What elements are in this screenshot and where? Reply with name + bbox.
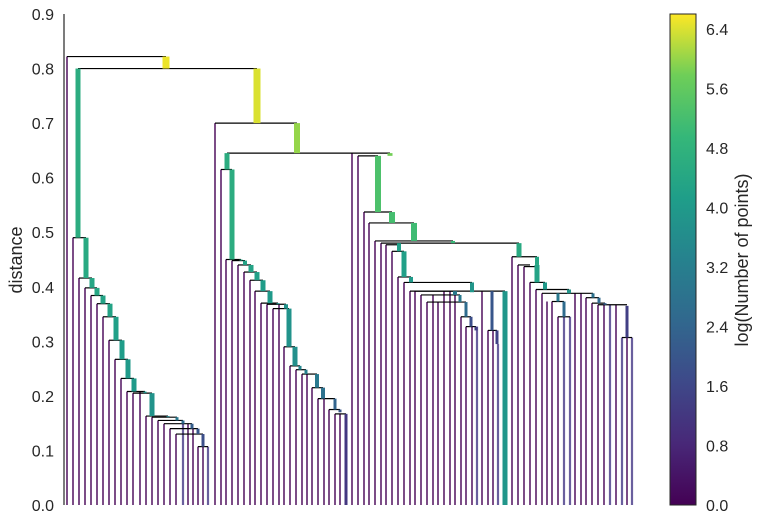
- cluster-branch: [190, 423, 194, 429]
- cluster-branch: [474, 326, 478, 331]
- cluster-branch: [149, 393, 155, 417]
- y-tick-label: 0.4: [32, 280, 54, 297]
- cluster-branch: [107, 303, 113, 317]
- y-tick-label: 0.8: [32, 62, 54, 79]
- colorbar-tick-label: 4.8: [706, 141, 728, 158]
- cluster-branch: [375, 155, 381, 213]
- cluster-branch: [292, 346, 298, 366]
- cluster-branch: [248, 264, 254, 273]
- y-tick-label: 0.5: [32, 225, 54, 242]
- cluster-branch: [131, 378, 137, 392]
- colorbar-ticks: 0.0 0.8 1.6 2.4 3.2 4.0 4.8 5.6 6.4: [706, 22, 728, 515]
- cluster-branch: [470, 282, 474, 293]
- cluster-branch: [284, 304, 288, 309]
- cluster-branch: [276, 303, 280, 305]
- cluster-branch: [389, 212, 395, 223]
- y-tick-label: 0.0: [32, 498, 54, 515]
- cluster-branch: [294, 123, 300, 154]
- colorbar-tick-label: 5.6: [706, 81, 728, 98]
- cluster-branch: [321, 387, 325, 399]
- colorbar-tick-label: 1.6: [706, 379, 728, 396]
- cluster-branch: [224, 153, 230, 170]
- cluster-branch: [387, 153, 393, 156]
- cluster-branch: [411, 222, 417, 241]
- colorbar-tick-label: 0.0: [706, 498, 728, 515]
- cluster-branch: [464, 302, 468, 317]
- cluster-branch: [89, 278, 95, 288]
- cluster-branch: [229, 169, 235, 260]
- cluster-branch: [535, 256, 539, 265]
- cluster-branch: [516, 243, 522, 257]
- cluster-branch: [556, 293, 560, 302]
- cluster-branch: [254, 272, 260, 281]
- cluster-branch: [119, 340, 125, 360]
- y-tick-label: 0.2: [32, 389, 54, 406]
- cluster-branch: [83, 237, 89, 279]
- cluster-branch: [196, 428, 200, 435]
- colorbar-label: log(Number of points): [732, 173, 752, 346]
- colorbar: 0.0 0.8 1.6 2.4 3.2 4.0 4.8 5.6 6.4 log(Number o…: [669, 13, 752, 515]
- cluster-branch: [243, 260, 247, 265]
- tree-branches: [66, 55, 634, 505]
- cluster-branch: [458, 294, 462, 303]
- cluster-branch: [567, 289, 571, 294]
- cluster-branch: [401, 251, 407, 277]
- cluster-branch: [625, 305, 629, 338]
- y-tick-label: 0.6: [32, 171, 54, 188]
- cluster-branch: [298, 365, 302, 370]
- y-tick-label: 0.7: [32, 116, 54, 133]
- cluster-branch: [166, 416, 170, 418]
- cluster-branch: [75, 68, 81, 238]
- cluster-branch: [333, 398, 337, 410]
- y-tick-label: 0.1: [32, 443, 54, 460]
- colorbar-tick-label: 2.4: [706, 319, 728, 336]
- cluster-branch: [94, 287, 100, 296]
- cluster-branch: [409, 276, 413, 283]
- colorbar-tick-label: 6.4: [706, 22, 728, 39]
- cluster-branch: [113, 316, 119, 341]
- cluster-branch: [469, 316, 473, 327]
- cluster-branch: [451, 240, 455, 244]
- cluster-branch: [315, 374, 319, 388]
- cluster-branch: [534, 264, 540, 283]
- cluster-branch: [453, 291, 457, 295]
- cluster-branch: [304, 369, 308, 375]
- cluster-branch: [502, 291, 508, 505]
- cluster-branch: [597, 297, 601, 304]
- cluster-branch: [100, 295, 106, 304]
- cluster-branch: [603, 303, 607, 305]
- cluster-branch: [162, 56, 170, 69]
- cluster-branch: [143, 391, 147, 394]
- cluster-branch: [239, 259, 243, 261]
- cluster-branch: [490, 291, 494, 331]
- colorbar-tick-label: 4.0: [706, 200, 728, 217]
- cluster-branch: [397, 243, 401, 252]
- cluster-branch: [260, 280, 266, 292]
- y-axis-label: distance: [6, 226, 26, 293]
- y-axis: 0.0 0.1 0.2 0.3 0.4 0.5 0.6 0.7 0.8 0.9: [32, 7, 65, 515]
- cluster-branch: [175, 417, 179, 421]
- cluster-branch: [125, 359, 131, 379]
- cluster-branch: [338, 409, 342, 413]
- cluster-branch: [286, 308, 292, 347]
- cluster-branch: [267, 291, 273, 304]
- cluster-branch: [181, 420, 185, 424]
- cluster-branch: [591, 293, 595, 298]
- y-tick-label: 0.9: [32, 7, 54, 24]
- cluster-branch: [344, 413, 348, 505]
- cluster-branch: [495, 330, 499, 345]
- colorbar-tick-label: 3.2: [706, 260, 728, 277]
- cluster-branch: [562, 301, 566, 317]
- y-tick-label: 0.3: [32, 334, 54, 351]
- cluster-branch: [253, 68, 261, 124]
- colorbar-tick-label: 0.8: [706, 438, 728, 455]
- cluster-branch: [543, 282, 547, 290]
- cluster-branch: [201, 434, 205, 447]
- colorbar-gradient: [669, 13, 697, 506]
